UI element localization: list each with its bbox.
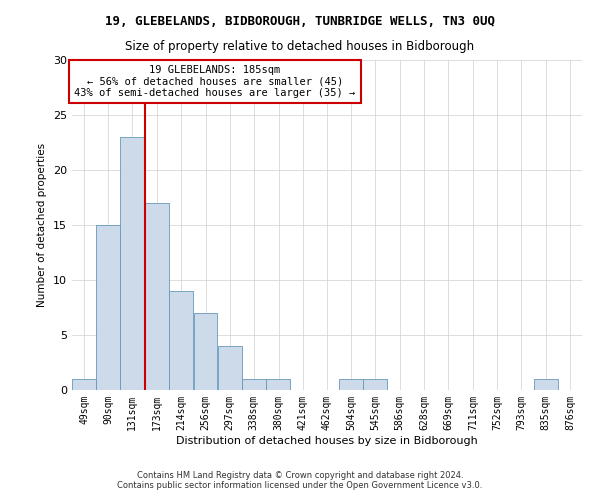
- Text: Contains HM Land Registry data © Crown copyright and database right 2024.
Contai: Contains HM Land Registry data © Crown c…: [118, 470, 482, 490]
- Bar: [218, 346, 242, 390]
- Text: 19 GLEBELANDS: 185sqm
← 56% of detached houses are smaller (45)
43% of semi-deta: 19 GLEBELANDS: 185sqm ← 56% of detached …: [74, 65, 355, 98]
- Bar: [242, 379, 266, 390]
- Text: 19, GLEBELANDS, BIDBOROUGH, TUNBRIDGE WELLS, TN3 0UQ: 19, GLEBELANDS, BIDBOROUGH, TUNBRIDGE WE…: [105, 15, 495, 28]
- Bar: [169, 291, 193, 390]
- Bar: [340, 379, 363, 390]
- Bar: [194, 313, 217, 390]
- Bar: [120, 137, 144, 390]
- Bar: [145, 203, 169, 390]
- Bar: [364, 379, 387, 390]
- Y-axis label: Number of detached properties: Number of detached properties: [37, 143, 47, 307]
- Bar: [96, 225, 120, 390]
- Bar: [72, 379, 96, 390]
- Bar: [534, 379, 557, 390]
- Text: Size of property relative to detached houses in Bidborough: Size of property relative to detached ho…: [125, 40, 475, 53]
- Bar: [266, 379, 290, 390]
- X-axis label: Distribution of detached houses by size in Bidborough: Distribution of detached houses by size …: [176, 436, 478, 446]
